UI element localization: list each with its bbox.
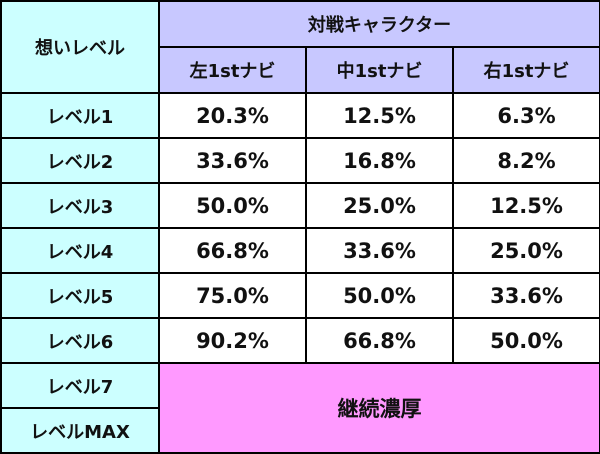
table-row: レベル5 75.0% 50.0% 33.6% bbox=[0, 272, 600, 319]
table-cell: 6.3% bbox=[451, 92, 600, 139]
table-cell: 16.8% bbox=[305, 137, 454, 184]
table-cell: 50.0% bbox=[451, 317, 600, 364]
row-level-label: レベル3 bbox=[0, 182, 160, 229]
row-level-label: レベル6 bbox=[0, 317, 160, 364]
table-cell: 75.0% bbox=[158, 272, 307, 319]
table-row: レベル4 66.8% 33.6% 25.0% bbox=[0, 227, 600, 274]
group-header: 対戦キャラクター bbox=[157, 0, 600, 48]
table-cell: 66.8% bbox=[158, 227, 307, 274]
corner-header: 想いレベル bbox=[0, 0, 160, 94]
table-cell: 25.0% bbox=[451, 227, 600, 274]
table-cell: 25.0% bbox=[305, 182, 454, 229]
table-row: レベル6 90.2% 66.8% 50.0% bbox=[0, 317, 600, 364]
row-level-label: レベル7 bbox=[0, 362, 160, 409]
table-cell: 50.0% bbox=[305, 272, 454, 319]
table-cell: 8.2% bbox=[451, 137, 600, 184]
column-header-center: 中1stナビ bbox=[305, 46, 454, 94]
row-level-label: レベルMAX bbox=[0, 407, 160, 454]
column-header-left: 左1stナビ bbox=[158, 46, 307, 94]
merged-result-cell: 継続濃厚 bbox=[157, 362, 600, 454]
table-cell: 20.3% bbox=[158, 92, 307, 139]
table-cell: 33.6% bbox=[451, 272, 600, 319]
row-level-label: レベル2 bbox=[0, 137, 160, 184]
table-row: レベルMAX bbox=[0, 407, 600, 454]
table-cell: 50.0% bbox=[158, 182, 307, 229]
table-cell: 66.8% bbox=[305, 317, 454, 364]
table-cell: 12.5% bbox=[305, 92, 454, 139]
row-level-label: レベル5 bbox=[0, 272, 160, 319]
table-cell: 90.2% bbox=[158, 317, 307, 364]
table-row: レベル7 継続濃厚 bbox=[0, 362, 600, 454]
row-level-label: レベル4 bbox=[0, 227, 160, 274]
table-cell: 33.6% bbox=[305, 227, 454, 274]
table-cell: 33.6% bbox=[158, 137, 307, 184]
table-cell: 12.5% bbox=[451, 182, 600, 229]
column-header-right: 右1stナビ bbox=[451, 46, 600, 94]
table-row: レベル2 33.6% 16.8% 8.2% bbox=[0, 137, 600, 184]
table-row: レベル3 50.0% 25.0% 12.5% bbox=[0, 182, 600, 229]
row-level-label: レベル1 bbox=[0, 92, 160, 139]
table-row: レベル1 20.3% 12.5% 6.3% bbox=[0, 92, 600, 139]
